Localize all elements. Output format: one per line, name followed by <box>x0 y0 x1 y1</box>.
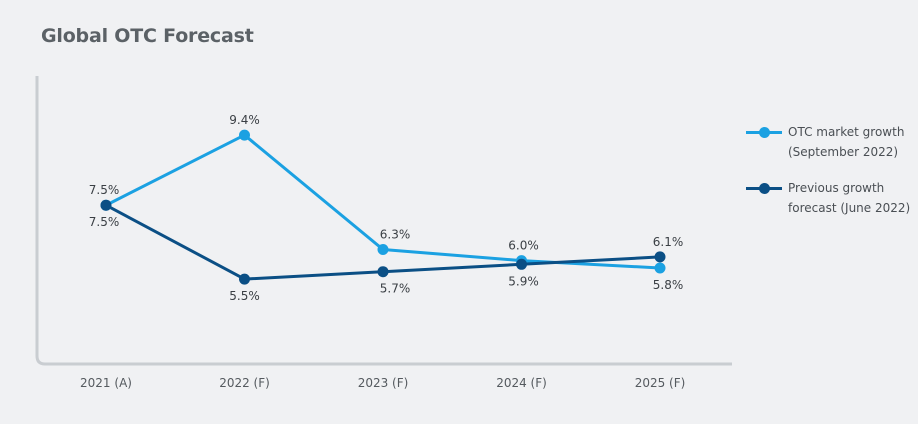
data-point <box>239 129 250 141</box>
data-label: 6.0% <box>508 239 539 253</box>
legend-label-line2: (September 2022) <box>788 145 899 159</box>
data-label: 5.8% <box>653 278 684 292</box>
data-label: 9.4% <box>229 113 260 127</box>
data-label: 6.3% <box>380 228 411 242</box>
chart-title: Global OTC Forecast <box>41 25 254 47</box>
legend-swatch-dark-blue <box>746 183 782 194</box>
legend-item-otc-market-growth: OTC market growth (September 2022) <box>746 122 918 162</box>
series-layer: 7.5% 9.4% 6.3% 6.0% 5.8% 7.5% 5.5% 5.7% 5.9% 6.1% <box>89 113 684 303</box>
data-label: 5.5% <box>229 289 260 303</box>
data-point <box>516 258 527 270</box>
data-label: 5.7% <box>380 282 411 296</box>
data-label: 7.5% <box>89 183 120 197</box>
x-tick-label: 2022 (F) <box>219 376 270 390</box>
chart-legend: OTC market growth (September 2022) Previ… <box>746 122 918 234</box>
legend-label-line2: forecast (June 2022) <box>788 201 911 215</box>
x-tick-label: 2023 (F) <box>358 376 409 390</box>
data-label: 6.1% <box>653 235 684 249</box>
data-label: 5.9% <box>508 274 539 288</box>
x-tick-label: 2024 (F) <box>496 376 547 390</box>
data-point <box>377 266 389 278</box>
data-point <box>377 244 389 256</box>
x-tick-label: 2021 (A) <box>80 376 132 390</box>
legend-label-line1: OTC market growth <box>788 125 905 139</box>
data-point <box>100 199 112 211</box>
data-point <box>654 251 666 263</box>
legend-label-line1: Previous growth <box>788 181 885 195</box>
data-point <box>654 262 666 274</box>
legend-item-previous-forecast: Previous growth forecast (June 2022) <box>746 178 918 218</box>
x-axis-ticks: 2021 (A) 2022 (F) 2023 (F) 2024 (F) 2025 (F) <box>80 376 685 390</box>
legend-swatch-light-blue <box>746 127 782 138</box>
chart-axes <box>35 76 732 366</box>
x-tick-label: 2025 (F) <box>635 376 686 390</box>
data-point <box>239 273 250 285</box>
data-label: 7.5% <box>89 215 120 229</box>
